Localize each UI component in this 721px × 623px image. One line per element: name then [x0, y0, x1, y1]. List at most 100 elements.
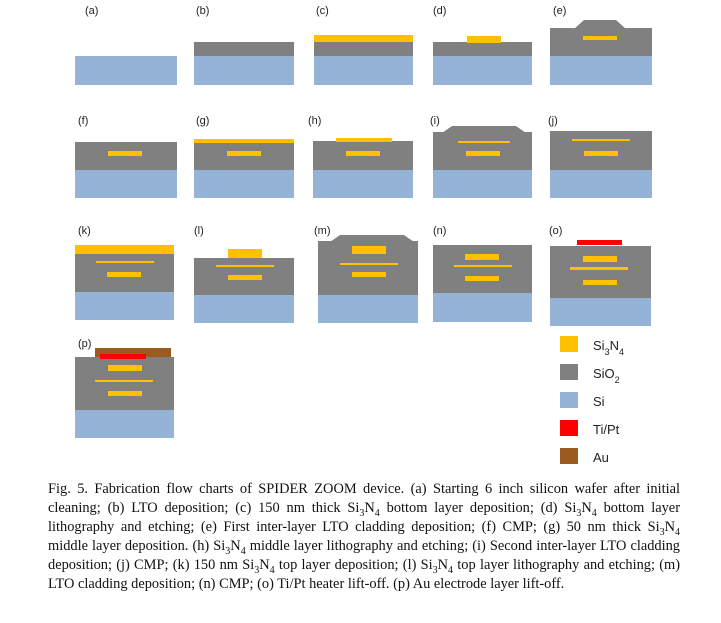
- panel-label: (j): [548, 115, 558, 127]
- si3n4-pattern: [465, 276, 499, 281]
- panel-label: (h): [308, 115, 321, 127]
- step-panel: (p): [75, 338, 174, 438]
- sio2-cladding-bump: [442, 126, 526, 133]
- legend-item: SiO2: [560, 364, 620, 385]
- si3n4-pattern: [583, 256, 617, 262]
- si3n4-film: [314, 35, 413, 42]
- sio2-layer: [194, 42, 294, 56]
- panel-label: (c): [316, 5, 329, 17]
- si3n4-pattern: [228, 249, 262, 258]
- panel-label: (d): [433, 5, 446, 17]
- panel-label: (o): [549, 225, 562, 237]
- caption-line-1: Fig. 5. Fabrication flow charts of SPIDE…: [48, 481, 608, 497]
- si3n4-middle-layer: [458, 141, 510, 143]
- si-substrate: [194, 295, 294, 323]
- si-substrate: [433, 170, 532, 198]
- si-substrate: [318, 295, 418, 323]
- si3n4-middle-layer: [454, 265, 512, 267]
- si-substrate: [550, 56, 652, 85]
- ti-pt-heater: [577, 240, 622, 245]
- si3n4-middle-layer: [96, 261, 154, 263]
- si3n4-middle-layer: [95, 380, 153, 382]
- si3n4-pattern: [583, 36, 617, 40]
- legend-item: Ti/Pt: [560, 420, 620, 437]
- si3n4-middle-layer: [340, 263, 398, 265]
- si3n4-pattern: [108, 151, 142, 156]
- legend-label: Ti/Pt: [593, 422, 620, 437]
- si3n4-pattern: [108, 365, 142, 371]
- si-substrate: [75, 170, 177, 198]
- si3n4-pattern: [346, 151, 380, 156]
- sio2-layer: [433, 42, 532, 56]
- sio2-cladding-bump: [330, 235, 414, 242]
- panel-label: (p): [78, 338, 91, 350]
- si-substrate: [75, 292, 174, 320]
- step-panel: (c): [314, 5, 413, 85]
- step-panel: (k): [75, 225, 174, 320]
- legend-item: Si3N4: [560, 336, 624, 357]
- step-panel: (f): [75, 115, 177, 198]
- panel-label: (m): [314, 225, 331, 237]
- legend-swatch: [560, 336, 578, 352]
- si3n4-pattern: [466, 151, 500, 156]
- legend: Si3N4 SiO2 Si Ti/Pt Au: [560, 336, 624, 465]
- si3n4-middle-layer: [570, 267, 628, 270]
- step-panel: (l): [194, 225, 294, 323]
- step-panel: (o): [549, 225, 651, 326]
- si3n4-pattern: [583, 280, 617, 285]
- si-substrate: [75, 56, 177, 85]
- step-panel: (j): [548, 115, 652, 198]
- sio2-layer: [550, 28, 652, 56]
- si-substrate: [75, 410, 174, 438]
- si3n4-film: [194, 139, 294, 143]
- si3n4-pattern: [584, 151, 618, 156]
- step-panel: (i): [430, 115, 532, 198]
- panel-label: (n): [433, 225, 446, 237]
- sio2-layer: [433, 245, 532, 293]
- legend-label: SiO2: [593, 366, 620, 385]
- step-panel: (m): [314, 225, 418, 323]
- legend-label: Au: [593, 450, 609, 465]
- si-substrate: [313, 170, 413, 198]
- sio2-layer: [75, 357, 174, 410]
- si3n4-pattern: [465, 254, 499, 260]
- legend-swatch: [560, 364, 578, 380]
- step-panel: (g): [194, 115, 294, 198]
- si-substrate: [194, 170, 294, 198]
- panel-label: (i): [430, 115, 440, 127]
- si3n4-pattern: [108, 391, 142, 396]
- si3n4-pattern: [336, 138, 392, 142]
- si-substrate: [550, 170, 652, 198]
- panel-label: (g): [196, 115, 209, 127]
- si3n4-pattern: [352, 272, 386, 277]
- step-panel: (n): [433, 225, 532, 322]
- step-panel: (b): [194, 5, 294, 85]
- step-panel: (e): [550, 5, 652, 85]
- sio2-layer: [550, 246, 651, 298]
- step-panel: (a): [75, 5, 177, 85]
- si-substrate: [194, 56, 294, 85]
- si3n4-pattern: [228, 275, 262, 280]
- si3n4-middle-layer: [216, 265, 274, 267]
- step-panel: (d): [433, 5, 532, 85]
- sio2-cladding-bump: [574, 20, 626, 29]
- si3n4-pattern: [467, 36, 501, 43]
- legend-label: Si3N4: [593, 338, 624, 357]
- legend-item: Au: [560, 448, 609, 465]
- legend-item: Si: [560, 392, 605, 409]
- si3n4-middle-layer: [572, 139, 630, 141]
- step-panel: (h): [308, 115, 413, 198]
- si3n4-film: [75, 245, 174, 254]
- legend-swatch: [560, 420, 578, 436]
- si-substrate: [314, 56, 413, 85]
- si3n4-pattern: [107, 272, 141, 277]
- panel-label: (k): [78, 225, 91, 237]
- si-substrate: [433, 293, 532, 322]
- si3n4-pattern: [227, 151, 261, 156]
- fabrication-flow-figure: (a) (b) (c) (d) (e) (f) (g) (h) (i) (j) (k) (l) (m) (…: [75, 5, 652, 465]
- panel-label: (a): [85, 5, 98, 17]
- au-electrode: [95, 348, 171, 358]
- sio2-layer: [314, 42, 413, 56]
- si3n4-pattern: [352, 246, 386, 254]
- si-substrate: [433, 56, 532, 85]
